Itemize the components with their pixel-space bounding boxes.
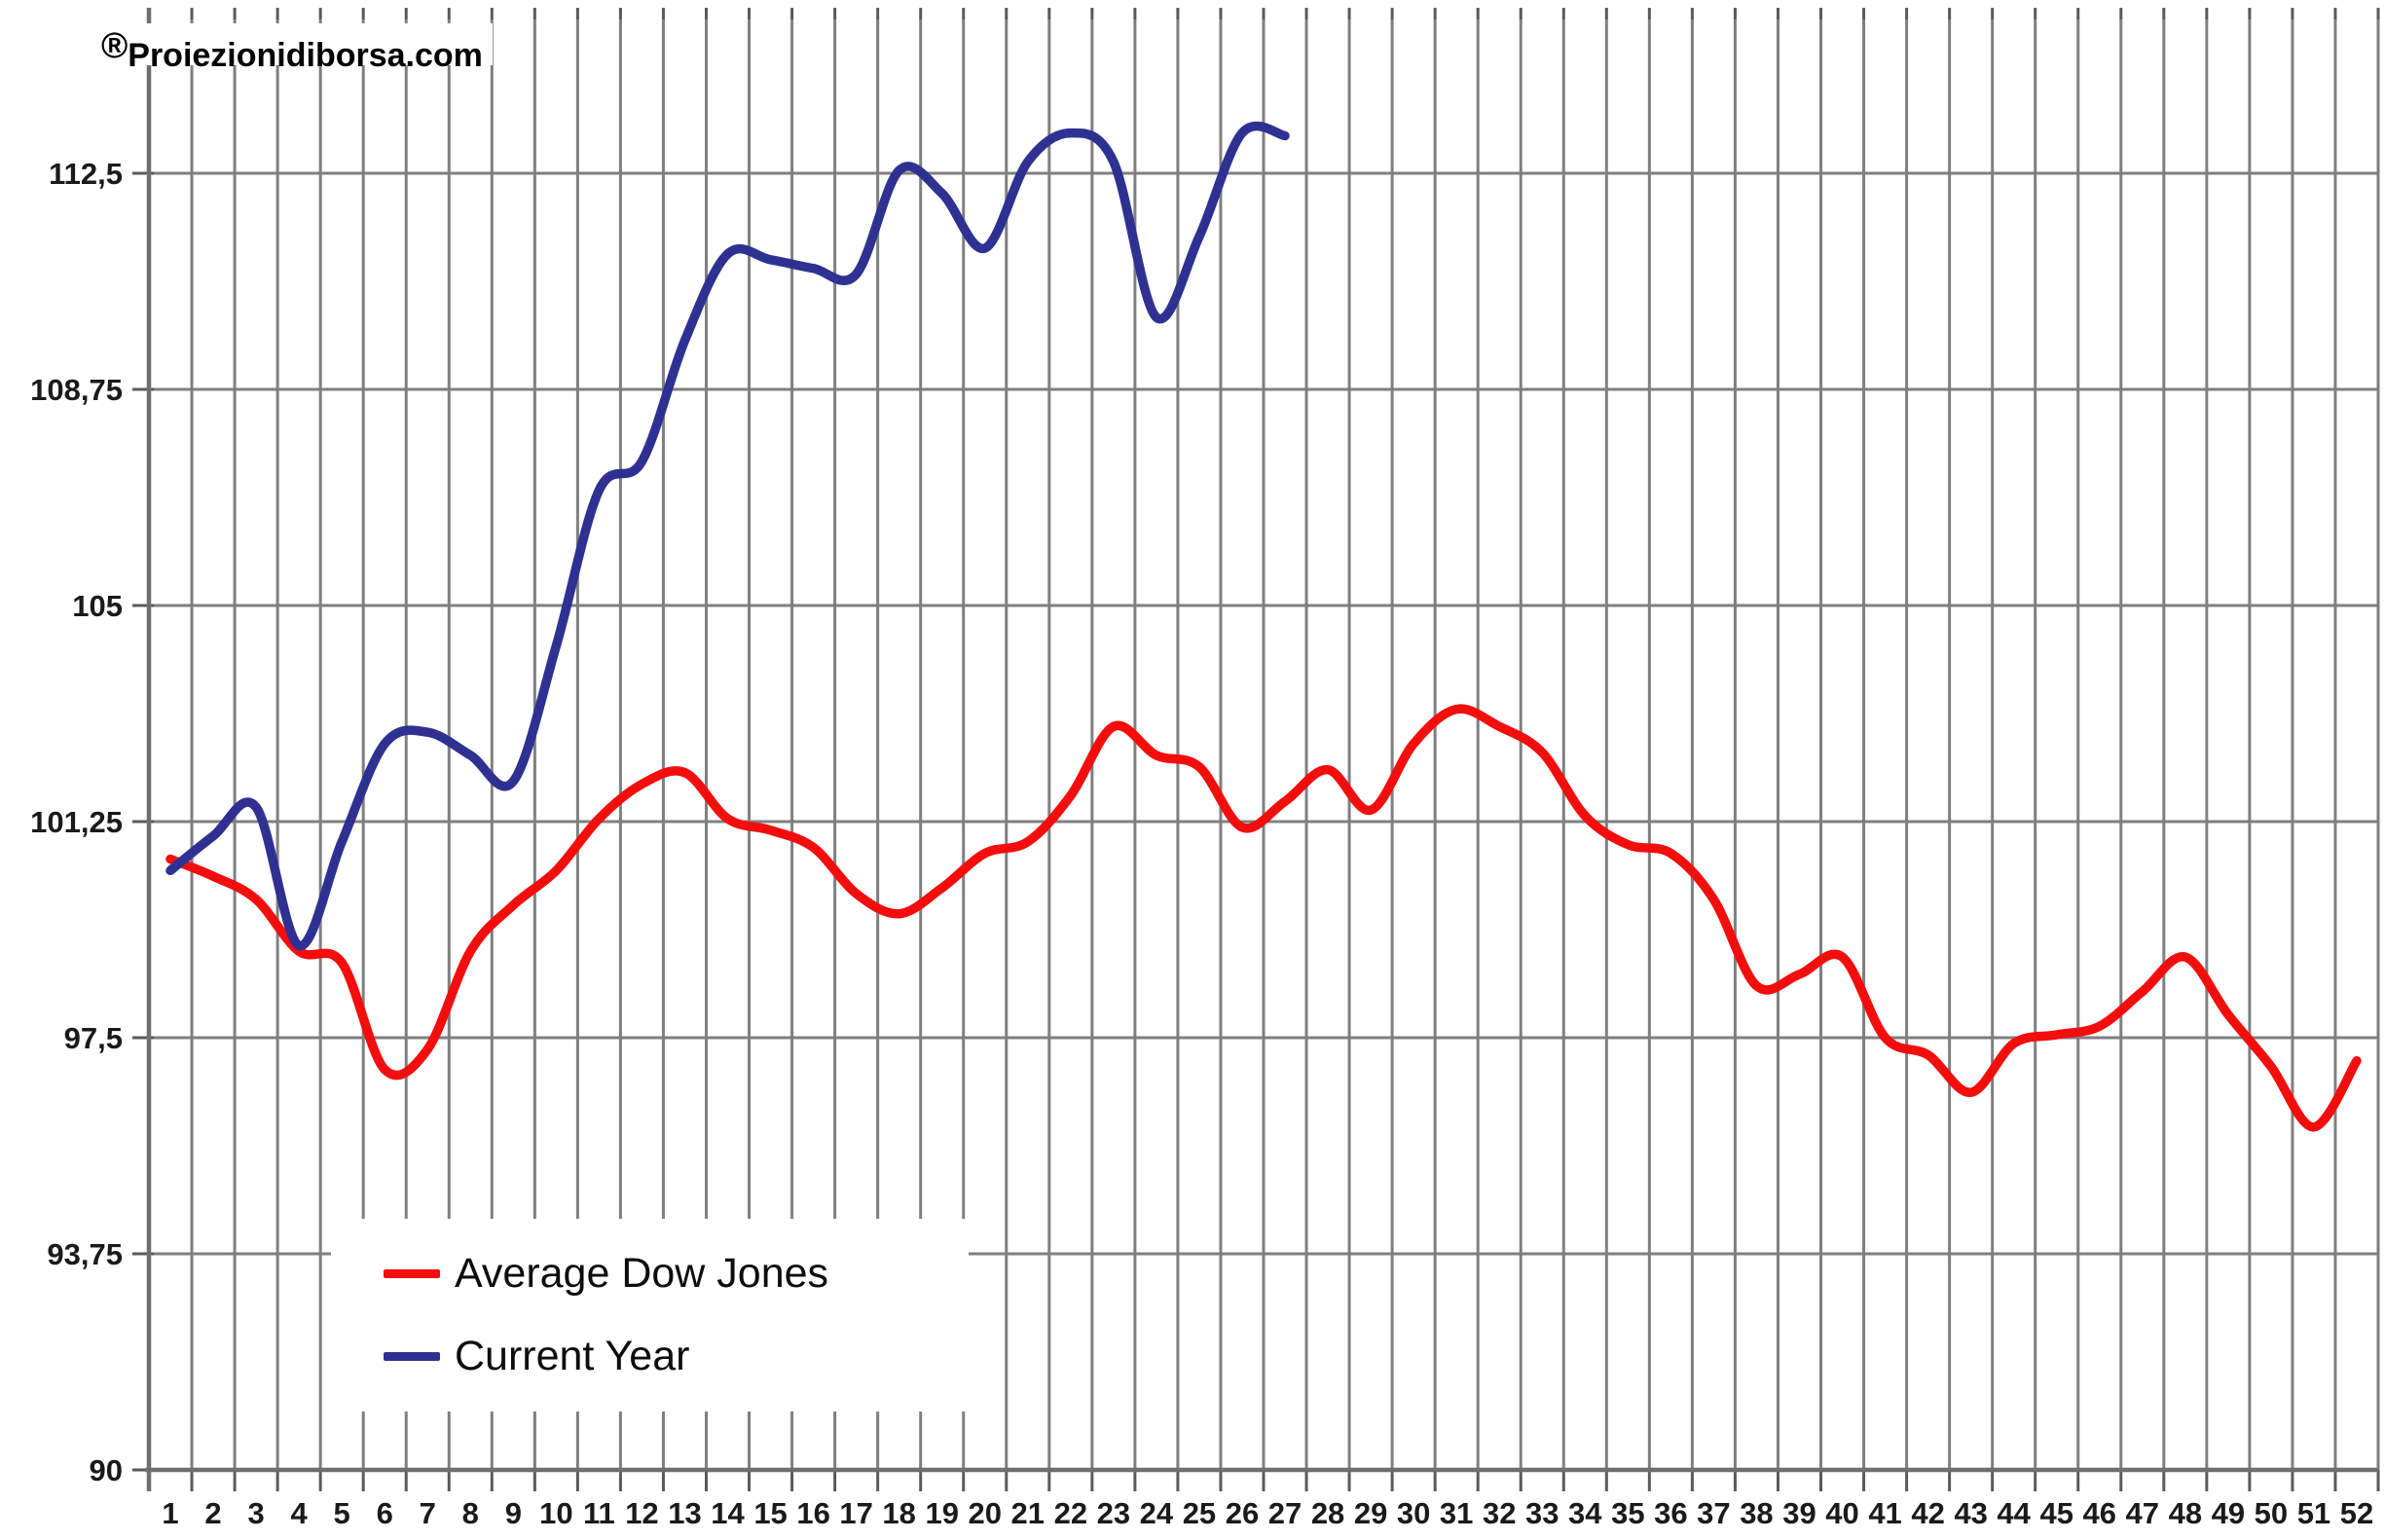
svg-text:31: 31: [1440, 1496, 1473, 1530]
svg-text:21: 21: [1011, 1496, 1045, 1530]
svg-text:112,5: 112,5: [49, 157, 123, 191]
watermark: ® Proiezionidiborsa.com: [99, 23, 493, 72]
svg-text:38: 38: [1740, 1496, 1773, 1530]
svg-text:35: 35: [1611, 1496, 1644, 1530]
svg-text:25: 25: [1183, 1496, 1216, 1530]
svg-text:42: 42: [1911, 1496, 1944, 1530]
svg-text:19: 19: [925, 1496, 958, 1530]
svg-text:49: 49: [2212, 1496, 2245, 1530]
svg-text:97,5: 97,5: [64, 1021, 123, 1055]
svg-text:47: 47: [2126, 1496, 2159, 1530]
svg-text:20: 20: [969, 1496, 1002, 1530]
svg-text:24: 24: [1140, 1496, 1174, 1530]
svg-text:23: 23: [1097, 1496, 1130, 1530]
legend: Average Dow Jones Current Year: [331, 1219, 969, 1412]
svg-text:32: 32: [1483, 1496, 1516, 1530]
legend-swatch-current-year: [384, 1352, 440, 1361]
svg-text:3: 3: [247, 1496, 264, 1530]
svg-text:17: 17: [839, 1496, 872, 1530]
svg-text:5: 5: [334, 1496, 350, 1530]
top-tick-marks: [190, 8, 2380, 19]
svg-text:22: 22: [1054, 1496, 1087, 1530]
svg-text:8: 8: [462, 1496, 479, 1530]
svg-text:52: 52: [2340, 1496, 2373, 1530]
svg-text:40: 40: [1825, 1496, 1858, 1530]
legend-swatch-average-dow-jones: [384, 1269, 440, 1278]
svg-text:36: 36: [1654, 1496, 1687, 1530]
bottom-tick-marks: [147, 1470, 2380, 1491]
series-line-current-year: [165, 121, 1290, 951]
svg-text:41: 41: [1868, 1496, 1901, 1530]
svg-text:10: 10: [539, 1496, 572, 1530]
svg-text:16: 16: [796, 1496, 829, 1530]
svg-text:18: 18: [882, 1496, 915, 1530]
svg-text:33: 33: [1525, 1496, 1559, 1530]
svg-text:108,75: 108,75: [30, 373, 123, 407]
svg-text:48: 48: [2169, 1496, 2202, 1530]
svg-text:51: 51: [2297, 1496, 2330, 1530]
svg-text:101,25: 101,25: [30, 805, 123, 839]
svg-text:29: 29: [1354, 1496, 1387, 1530]
svg-text:28: 28: [1311, 1496, 1344, 1530]
svg-text:7: 7: [420, 1496, 436, 1530]
legend-item-current-year: Current Year: [384, 1336, 969, 1377]
svg-text:34: 34: [1568, 1496, 1602, 1530]
series-lines: [165, 121, 2362, 1132]
y-axis-tick-labels: 112,5 108,75 105 101,25 97,5 93,75 90: [30, 157, 123, 1487]
legend-item-average-dow-jones: Average Dow Jones: [384, 1253, 969, 1295]
svg-text:39: 39: [1782, 1496, 1816, 1530]
svg-text:2: 2: [204, 1496, 221, 1530]
legend-label-current-year: Current Year: [455, 1333, 690, 1379]
svg-text:11: 11: [583, 1496, 615, 1530]
svg-text:9: 9: [505, 1496, 522, 1530]
svg-text:37: 37: [1697, 1496, 1730, 1530]
svg-text:12: 12: [625, 1496, 658, 1530]
svg-text:46: 46: [2083, 1496, 2116, 1530]
svg-text:43: 43: [1954, 1496, 1987, 1530]
svg-text:15: 15: [753, 1496, 787, 1530]
svg-text:105: 105: [72, 589, 123, 623]
svg-text:13: 13: [668, 1496, 701, 1530]
svg-text:4: 4: [291, 1496, 309, 1530]
svg-text:50: 50: [2255, 1496, 2288, 1530]
svg-text:93,75: 93,75: [47, 1237, 123, 1271]
axis-lines: [145, 8, 2378, 1491]
legend-label-average-dow-jones: Average Dow Jones: [455, 1250, 829, 1297]
svg-text:14: 14: [711, 1496, 745, 1530]
svg-text:26: 26: [1226, 1496, 1259, 1530]
svg-text:44: 44: [1997, 1496, 2031, 1530]
watermark-brand: Proiezionidiborsa.com: [128, 37, 483, 74]
x-axis-tick-labels: 1 2 3 4 5 6 7 8 9 10 11 12 13 14 15 16 17 18 19 20 21 22 23 24 2…: [162, 1496, 2373, 1530]
svg-text:1: 1: [162, 1496, 178, 1530]
svg-text:27: 27: [1268, 1496, 1302, 1530]
series-line-average-dow-jones: [165, 704, 2362, 1132]
registered-trademark-icon: ®: [101, 25, 128, 65]
svg-text:6: 6: [377, 1496, 393, 1530]
svg-text:30: 30: [1397, 1496, 1430, 1530]
svg-text:90: 90: [90, 1453, 123, 1487]
svg-text:45: 45: [2039, 1496, 2073, 1530]
